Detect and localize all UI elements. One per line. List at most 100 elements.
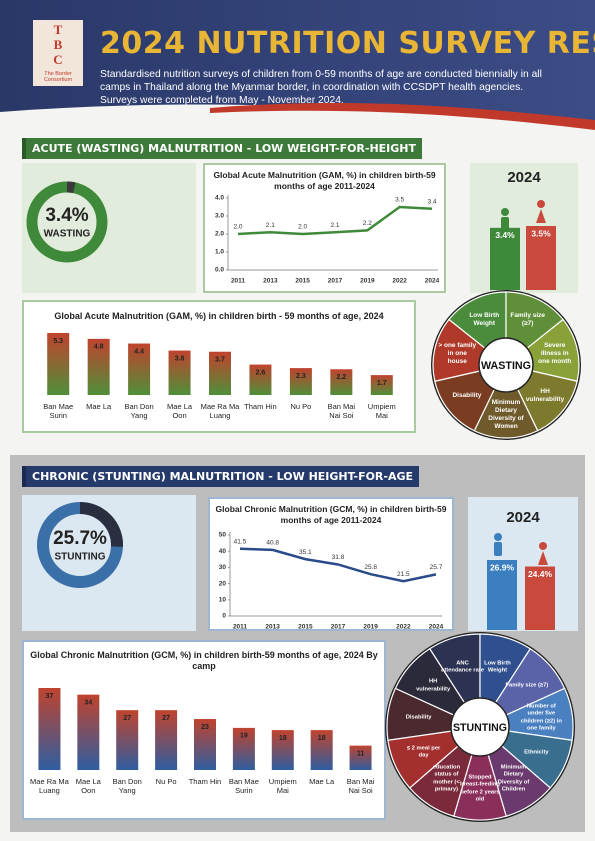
value-label: 4.4 [134,348,144,355]
wheel-label: Minimum Dietary Diversity of Children [497,764,530,793]
x-tick-label: Mae La Oon [75,777,101,795]
bar [490,227,520,290]
wheel-center-label: WASTING [481,360,531,372]
section-heading: CHRONIC (STUNTING) MALNUTRITION - LOW HE… [22,466,420,487]
x-tick-label: 2022 [396,624,411,631]
value-label: 24.4% [528,569,553,579]
wheel-label: Minimum Dietary Diversity of Women [488,399,524,430]
y-tick-label: 0 [222,613,226,620]
value-label: 35.1 [299,549,312,556]
x-tick-label: 2015 [298,624,313,631]
donut-value: 25.7% [53,528,107,549]
value-label: 26.9% [490,562,515,572]
value-label: 2.2 [336,374,346,381]
y-tick-label: 30 [219,564,227,571]
x-tick-label: 2011 [231,278,245,285]
x-tick-label: Umpiem Mai [268,777,297,795]
x-tick-label: 2011 [233,624,247,631]
y-tick-label: 10 [219,597,227,604]
bar [487,560,517,630]
logo-box [33,20,83,86]
donut-label: STUNTING [54,552,105,563]
x-tick-label: Mae La [86,402,112,411]
wheel-label: Family size (≥7) [505,682,549,689]
bar [194,719,216,770]
wheel-label: Disability [452,392,482,400]
value-label: 34 [84,699,92,706]
y-tick-label: 3.0 [215,213,224,220]
x-tick-label: 2024 [429,624,444,631]
bar [232,727,255,770]
description: Standardised nutrition surveys of childr… [100,69,542,106]
value-label: 23 [201,724,209,731]
wheel-label: Low Birth Weight [469,311,500,327]
value-label: 18 [318,735,326,742]
value-label: 3.5% [531,228,551,238]
bar [128,343,151,395]
bar [155,710,178,770]
value-label: 18 [279,735,287,742]
donut-value: 3.4% [45,205,88,226]
bar [77,694,100,770]
icons [494,200,548,565]
wheel-label: Stopped breast-feeding before 2 years ol… [460,774,500,803]
x-tick-label: Ban Mae Surin [228,777,259,795]
bar [349,745,372,770]
x-tick-label: Tham Hin [244,402,277,411]
value-label: 2.1 [330,222,339,229]
chart-title: 2024 [506,509,540,526]
bar [525,566,555,630]
x-tick-label: Tham Hin [188,777,222,786]
bar [526,226,556,290]
value-label: 5.3 [53,338,63,345]
bar [330,369,353,395]
wheel-label: Number of under five children (≥2) in on… [520,703,562,732]
donut-label: WASTING [44,229,91,240]
section-heading: ACUTE (WASTING) MALNUTRITION - LOW WEIGH… [22,138,423,159]
wheel-center [450,697,510,757]
value-label: 3.8 [175,355,185,362]
value-label: 25.8 [364,564,377,571]
x-tick-label: Ban Mai Nai Soi [346,777,375,795]
y-tick-label: 50 [219,532,227,539]
y-tick-label: 20 [219,580,227,587]
wheel-label: Severe illness in one month [538,341,572,365]
y-tick-label: 2.0 [215,231,224,238]
bar [249,364,272,395]
bar [289,368,312,395]
x-tick-label: 2015 [295,278,310,285]
y-tick-label: 40 [219,548,227,555]
x-tick-label: Umpiem Mai [367,402,396,420]
wheel-label: Disability [405,714,432,721]
value-label: 1.7 [377,380,387,387]
y-tick-label: 1.0 [215,249,224,256]
value-label: 2.3 [296,373,306,380]
value-label: 27 [123,715,131,722]
page-title: 2024 NUTRITION SURVEY RESULTS [100,26,595,61]
x-tick-label: Mae La Oon [167,402,193,420]
wheel-label: HH vulnerability [416,679,451,693]
bar [168,350,191,395]
value-label: 3.4% [495,230,515,240]
x-tick-label: 2017 [328,278,343,285]
bar [87,338,110,395]
x-tick-label: Ban Don Yang [112,777,142,795]
wheel-center-label: STUNTING [453,722,507,734]
value-label: 40.8 [266,540,279,547]
x-tick-label: 2017 [331,624,346,631]
line [239,547,437,583]
bar [370,375,393,395]
x-tick-label: Mae Ra Ma Luang [30,777,69,795]
bar [116,710,139,770]
bar [310,730,333,770]
chart-card [203,163,446,293]
x-tick-label: Ban Mai Nai Soi [327,402,356,420]
bar [209,351,231,395]
value-label: 4.8 [94,344,104,351]
value-label: 11 [357,750,365,757]
value-label: 27 [162,715,170,722]
x-tick-label: 2024 [425,278,440,285]
value-label: 2.2 [363,220,372,227]
